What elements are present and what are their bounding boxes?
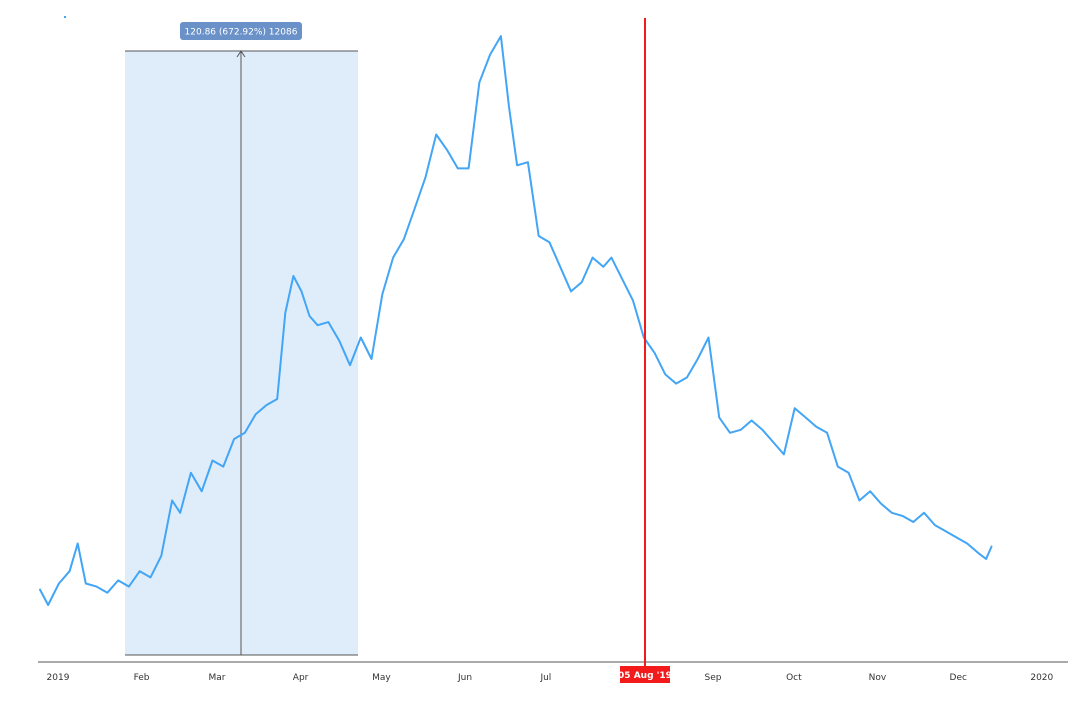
x-tick-label: Sep: [705, 673, 722, 683]
x-tick-label: 2020: [1030, 673, 1053, 683]
measure-label: 120.86 (672.92%) 12086: [185, 28, 298, 38]
x-tick-label: Nov: [869, 673, 887, 683]
crosshair-badge: [620, 666, 670, 683]
x-tick-label: Mar: [209, 673, 226, 683]
x-tick-label: 2019: [47, 673, 70, 683]
measure-arrow-head: [236, 50, 246, 58]
crosshair-label: 05 Aug '19: [618, 671, 672, 681]
measure-badge: [180, 22, 302, 40]
x-tick-label: Jul: [539, 673, 551, 683]
x-tick-label: Feb: [134, 673, 150, 683]
origin-mark: [64, 16, 66, 18]
price-line[interactable]: [39, 35, 993, 606]
x-tick-label: Apr: [293, 673, 309, 683]
x-tick-label: Dec: [950, 673, 967, 683]
x-tick-label: Oct: [786, 673, 802, 683]
x-tick-label: May: [372, 673, 391, 683]
x-tick-label: Jun: [457, 673, 472, 683]
